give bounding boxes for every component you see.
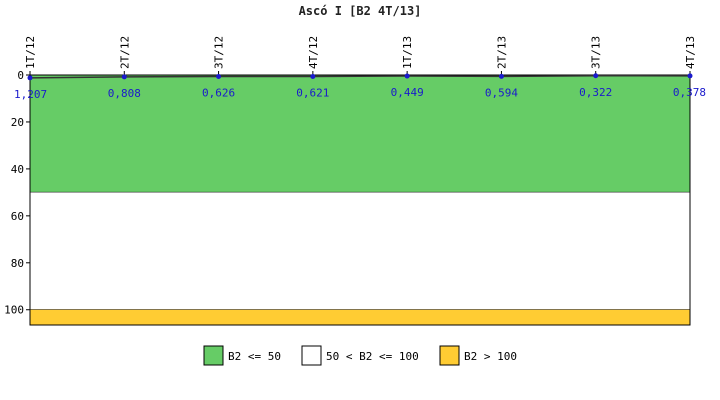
plot-frame — [29, 74, 691, 326]
threshold-bands — [30, 75, 690, 325]
x-tick-label: 4T/12 — [307, 36, 320, 69]
data-label: 0,621 — [296, 86, 329, 99]
legend-label-1: 50 < B2 <= 100 — [326, 350, 419, 363]
legend-swatch-0 — [203, 345, 224, 366]
x-tick-label: 1T/12 — [24, 36, 37, 69]
data-point — [593, 73, 599, 79]
x-tick-label: 1T/13 — [401, 36, 414, 69]
legend-swatch-1 — [301, 345, 322, 366]
legend-label-2: B2 > 100 — [464, 350, 517, 363]
data-label: 1,207 — [14, 88, 47, 101]
data-point — [216, 73, 222, 79]
data-label: 0,449 — [391, 86, 424, 99]
y-tick-label: 0 — [17, 69, 24, 82]
data-point — [498, 73, 504, 79]
band-2 — [30, 309, 690, 325]
y-tick-label: 20 — [11, 116, 24, 129]
chart-title: Ascó I [B2 4T/13] — [299, 4, 422, 18]
legend-label-0: B2 <= 50 — [228, 350, 281, 363]
data-label: 0,626 — [202, 86, 235, 99]
data-label: 0,594 — [485, 86, 518, 99]
x-tick-label: 3T/13 — [590, 36, 603, 69]
axes: 0 20 40 60 80 100 1T/12 2T/12 3T/12 4T/12 1T/13 2T/… — [4, 36, 697, 326]
x-tick-label: 4T/13 — [684, 36, 697, 69]
data-label: 0,808 — [108, 87, 141, 100]
data-point — [404, 73, 410, 79]
x-tick-label: 2T/12 — [118, 36, 131, 69]
data-label: 0,378 — [673, 86, 706, 99]
data-point — [121, 74, 127, 80]
band-0 — [30, 75, 690, 193]
y-tick-label: 60 — [11, 210, 24, 223]
legend-swatch-2 — [439, 345, 460, 366]
data-point — [310, 73, 316, 79]
data-point — [27, 75, 33, 81]
y-tick-label: 40 — [11, 163, 24, 176]
series-layer: 1,207 0,808 0,626 0,621 0,449 0,594 0,322 0,378 — [14, 73, 706, 101]
x-tick-label: 3T/12 — [213, 36, 226, 69]
band-1 — [30, 192, 690, 310]
x-tick-label: 2T/13 — [495, 36, 508, 69]
data-label: 0,322 — [579, 86, 612, 99]
data-point — [687, 73, 693, 79]
y-tick-label: 80 — [11, 257, 24, 270]
y-tick-label: 100 — [4, 304, 24, 317]
legend: B2 <= 50 50 < B2 <= 100 B2 > 100 — [203, 345, 517, 366]
series-line — [29, 75, 691, 79]
